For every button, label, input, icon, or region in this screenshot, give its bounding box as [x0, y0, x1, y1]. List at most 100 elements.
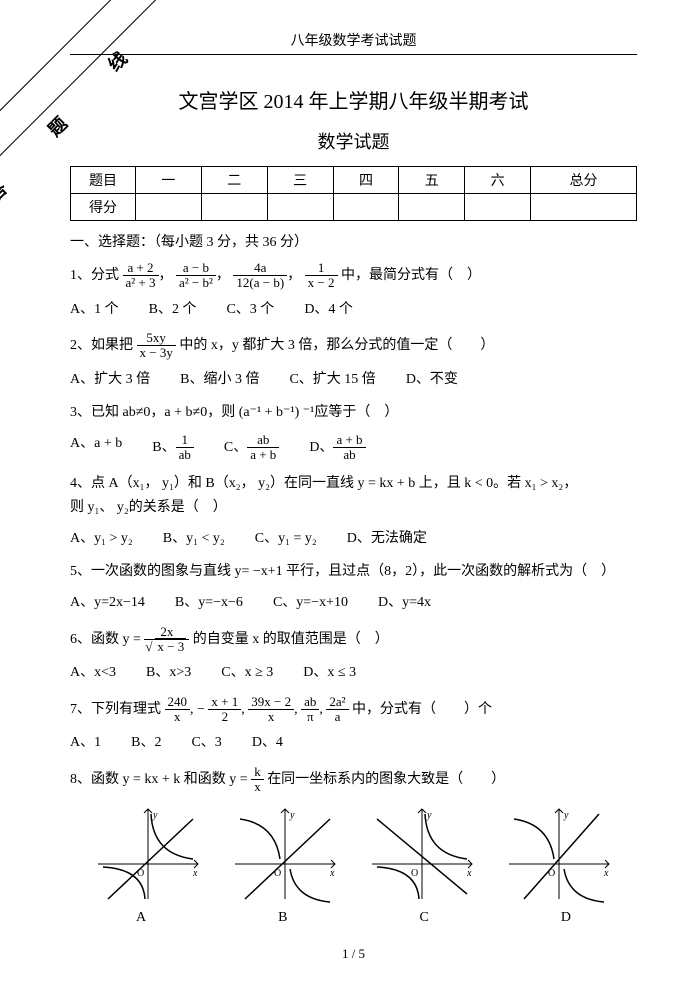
question-1: 1、分式 a + 2a² + 3， a − ba² − b²， 4a12(a −… — [70, 261, 637, 291]
q6-lead: 6、函数 y = — [70, 632, 141, 647]
q1-tail: 中，最简分式有（ ） — [341, 268, 481, 283]
q8-lead: 8、函数 y = kx + k 和函数 y = — [70, 772, 248, 787]
graph-c: y x O — [367, 804, 477, 904]
q1-D: D、4 个 — [304, 299, 353, 321]
col-total: 总分 — [531, 167, 637, 194]
q2-D: D、不变 — [406, 369, 458, 391]
svg-text:x: x — [329, 868, 335, 879]
q3-B: B、1ab — [152, 433, 194, 463]
q7-tail: 中，分式有（ ）个 — [352, 702, 492, 717]
q8-label-a: A — [136, 910, 146, 926]
q6-frac: 2x x − 3 — [144, 625, 189, 655]
page-title: 文宫学区 2014 年上学期八年级半期考试 — [70, 85, 637, 114]
q6-A: A、x<3 — [70, 662, 116, 684]
q4-options: A、y₁ > y₂ B、y₁ < y₂ C、y₁ = y₂ D、无法确定 — [70, 528, 637, 550]
q8-tail: 在同一坐标系内的图象大致是（ ） — [267, 772, 505, 787]
svg-text:x: x — [466, 868, 472, 879]
score-cell — [399, 194, 465, 221]
q1-frac2: a − ba² − b² — [176, 261, 216, 291]
q7-B: B、2 — [131, 732, 161, 754]
col-2: 二 — [201, 167, 267, 194]
q6-tail: 的自变量 x 的取值范围是（ ） — [193, 632, 389, 647]
svg-text:y: y — [152, 810, 158, 821]
q2-A: A、扩大 3 倍 — [70, 369, 150, 391]
graph-a: y x O — [93, 804, 203, 904]
question-4: 4、点 A（x₁， y₁）和 B（x₂， y₂）在同一直线 y = kx + b… — [70, 472, 637, 520]
q7-C: C、3 — [191, 732, 221, 754]
q5-B: B、y=−x−6 — [175, 592, 243, 614]
q8-graphs: y x O y x O — [80, 804, 627, 904]
q8-labels: A B C D — [70, 910, 637, 926]
q7-options: A、1 B、2 C、3 D、4 — [70, 732, 637, 754]
svg-text:y: y — [563, 810, 569, 821]
q6-B: B、x>3 — [146, 662, 191, 684]
score-cell — [531, 194, 637, 221]
q8-label-d: D — [561, 910, 571, 926]
score-cell — [333, 194, 399, 221]
col-6: 六 — [465, 167, 531, 194]
section-1-head: 一、选择题：（每小题 3 分，共 36 分） — [70, 231, 637, 251]
q7-D: D、4 — [252, 732, 283, 754]
page-subtitle: 数学试题 — [70, 128, 637, 154]
q6-C: C、x ≥ 3 — [221, 662, 273, 684]
page-number: 1 / 5 — [70, 946, 637, 962]
score-table: 题目 一 二 三 四 五 六 总分 得分 — [70, 166, 637, 221]
q2-C: C、扩大 15 倍 — [289, 369, 375, 391]
svg-text:x: x — [192, 868, 198, 879]
question-6: 6、函数 y = 2x x − 3 的自变量 x 的取值范围是（ ） — [70, 625, 637, 655]
q7-lead: 7、下列有理式 — [70, 702, 161, 717]
q6-D: D、x ≤ 3 — [303, 662, 356, 684]
q1-frac1: a + 2a² + 3 — [123, 261, 159, 291]
exam-page: 线 题 答 八年级数学考试试题 文宫学区 2014 年上学期八年级半期考试 数学… — [0, 0, 687, 982]
q5-options: A、y=2x−14 B、y=−x−6 C、y=−x+10 D、y=4x — [70, 592, 637, 614]
q5-A: A、y=2x−14 — [70, 592, 145, 614]
q3-options: A、a + b B、1ab C、aba + b D、a + bab — [70, 433, 637, 463]
score-cell — [136, 194, 202, 221]
q2-lead: 2、如果把 — [70, 338, 133, 353]
svg-text:y: y — [426, 810, 432, 821]
q5-C: C、y=−x+10 — [273, 592, 348, 614]
col-3: 三 — [267, 167, 333, 194]
q2-tail: 中的 x，y 都扩大 3 倍，那么分式的值一定（ ） — [179, 338, 494, 353]
q8-label-c: C — [420, 910, 429, 926]
q1-C: C、3 个 — [226, 299, 274, 321]
q1-B: B、2 个 — [149, 299, 197, 321]
col-4: 四 — [333, 167, 399, 194]
q3-C: C、aba + b — [224, 433, 279, 463]
running-header: 八年级数学考试试题 — [70, 30, 637, 55]
q4-B: B、y₁ < y₂ — [163, 528, 225, 550]
graph-b: y x O — [230, 804, 340, 904]
graph-d: y x O — [504, 804, 614, 904]
svg-text:O: O — [411, 868, 418, 879]
question-5: 5、一次函数的图象与直线 y= −x+1 平行，且过点（8，2），此一次函数的解… — [70, 560, 637, 584]
q8-label-b: B — [278, 910, 287, 926]
q3-A: A、a + b — [70, 433, 122, 463]
q2-frac: 5xyx − 3y — [137, 331, 176, 361]
question-8: 8、函数 y = kx + k 和函数 y = kx 在同一坐标系内的图象大致是… — [70, 765, 637, 795]
svg-text:y: y — [289, 810, 295, 821]
q1-A: A、1 个 — [70, 299, 119, 321]
q1-options: A、1 个 B、2 个 C、3 个 D、4 个 — [70, 299, 637, 321]
col-5: 五 — [399, 167, 465, 194]
q6-options: A、x<3 B、x>3 C、x ≥ 3 D、x ≤ 3 — [70, 662, 637, 684]
svg-text:O: O — [274, 868, 281, 879]
score-cell — [201, 194, 267, 221]
q7-A: A、1 — [70, 732, 101, 754]
row-head-topic: 题目 — [71, 167, 136, 194]
q2-options: A、扩大 3 倍 B、缩小 3 倍 C、扩大 15 倍 D、不变 — [70, 369, 637, 391]
q4-D: D、无法确定 — [347, 528, 427, 550]
question-3: 3、已知 ab≠0，a + b≠0，则 (a⁻¹ + b⁻¹) ⁻¹应等于（ ） — [70, 401, 637, 425]
q4-A: A、y₁ > y₂ — [70, 528, 133, 550]
score-cell — [267, 194, 333, 221]
q2-B: B、缩小 3 倍 — [180, 369, 259, 391]
col-1: 一 — [136, 167, 202, 194]
row-head-score: 得分 — [71, 194, 136, 221]
q1-frac4: 1x − 2 — [305, 261, 338, 291]
question-2: 2、如果把 5xyx − 3y 中的 x，y 都扩大 3 倍，那么分式的值一定（… — [70, 331, 637, 361]
score-cell — [465, 194, 531, 221]
q1-lead: 1、分式 — [70, 268, 119, 283]
banner-text-2: 题 — [41, 110, 72, 141]
banner-text-3: 答 — [0, 175, 13, 206]
svg-text:x: x — [603, 868, 609, 879]
q5-D: D、y=4x — [378, 592, 431, 614]
